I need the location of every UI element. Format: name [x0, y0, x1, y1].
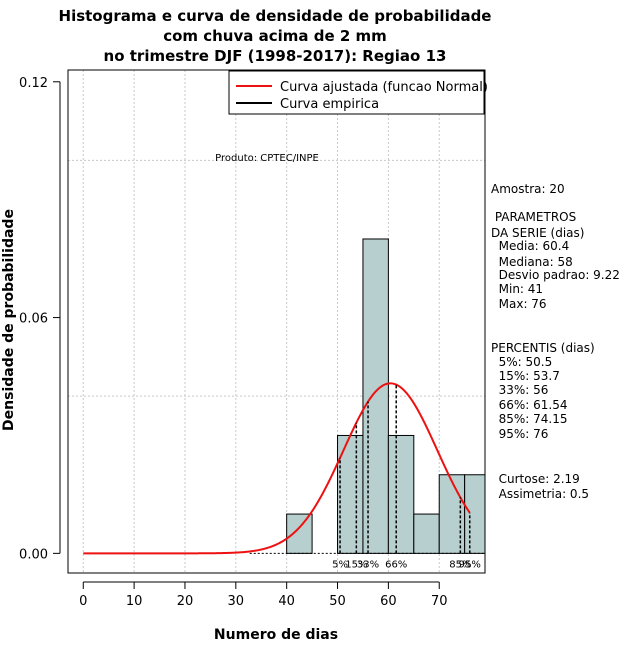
percentile-label: 66%	[385, 559, 407, 570]
x-tick-label: 30	[228, 594, 245, 609]
percentile-label: 95%	[459, 559, 481, 570]
params-header-1: PARAMETROS	[491, 210, 576, 224]
x-tick-label: 50	[329, 594, 346, 609]
stat-media: Media: 60.4	[491, 239, 569, 253]
histogram-bar	[362, 238, 389, 554]
legend-fitted-label: Curva ajustada (funcao Normal)	[280, 80, 488, 95]
stat-curtose: Curtose: 2.19	[491, 472, 580, 486]
legend-box	[228, 70, 485, 115]
axes: 0 10 20 30 40 50 60 70 0.00 0.06 0.12	[19, 76, 447, 609]
grid-lines	[68, 70, 485, 573]
histogram-bar	[387, 434, 415, 554]
x-tick-label: 60	[380, 594, 397, 609]
histogram-bar	[464, 474, 486, 554]
percentile-label: 15%	[345, 559, 367, 570]
chart-title-line-2: com chuva acima de 2 mm	[163, 27, 387, 45]
stat-min: Min: 41	[491, 282, 543, 296]
y-tick-label: 0.00	[19, 547, 48, 562]
chart-title-line-3: no trimestre DJF (1998-2017): Regiao 13	[104, 47, 447, 65]
plot-frame	[67, 69, 486, 574]
statistics-panel: Amostra: 20 PARAMETROS DA SERIE (dias) M…	[491, 182, 620, 501]
stat-p85: 85%: 74.15	[491, 412, 568, 426]
product-label: Produto: CPTEC/INPE	[215, 153, 319, 164]
histogram-bar	[286, 513, 313, 554]
histogram-bar	[413, 513, 440, 554]
histogram-bar	[438, 474, 466, 554]
percentile-label: 33%	[357, 559, 379, 570]
percentile-label: 5%	[332, 559, 348, 570]
x-tick-label: 20	[177, 594, 194, 609]
params-header-2: DA SERIE (dias)	[491, 226, 584, 240]
percentile-lines: 5%15%33% 66% 85%95%	[249, 384, 485, 570]
stat-p5: 5%: 50.5	[491, 355, 552, 369]
fitted-curve-group	[83, 382, 471, 555]
stat-max: Max: 76	[491, 297, 547, 311]
y-tick-label: 0.06	[19, 312, 48, 327]
y-axis-label: Densidade de probabilidade	[1, 209, 17, 431]
x-tick-label: 0	[79, 594, 87, 609]
stat-mediana: Mediana: 58	[491, 255, 573, 269]
legend-empirical-label: Curva empirica	[280, 97, 379, 112]
legend: Curva ajustada (funcao Normal) Curva emp…	[228, 70, 488, 115]
fitted-normal-curve	[83, 382, 471, 555]
y-tick-label: 0.12	[19, 76, 48, 91]
stat-p33: 33%: 56	[491, 383, 548, 397]
stat-p95: 95%: 76	[491, 427, 548, 441]
stat-p66: 66%: 61.54	[491, 398, 568, 412]
stat-desvio: Desvio padrao: 9.22	[491, 268, 620, 282]
percentis-header: PERCENTIS (dias)	[491, 341, 595, 355]
chart-title-line-1: Histograma e curva de densidade de proba…	[59, 7, 492, 25]
stat-p15: 15%: 53.7	[491, 369, 560, 383]
x-tick-label: 40	[278, 594, 295, 609]
sample-size: Amostra: 20	[491, 182, 565, 196]
x-axis-label: Numero de dias	[214, 627, 338, 643]
x-tick-label: 10	[126, 594, 143, 609]
percentile-label: 85%	[449, 559, 471, 570]
x-tick-label: 70	[431, 594, 448, 609]
stat-assimetria: Assimetria: 0.5	[491, 487, 589, 501]
